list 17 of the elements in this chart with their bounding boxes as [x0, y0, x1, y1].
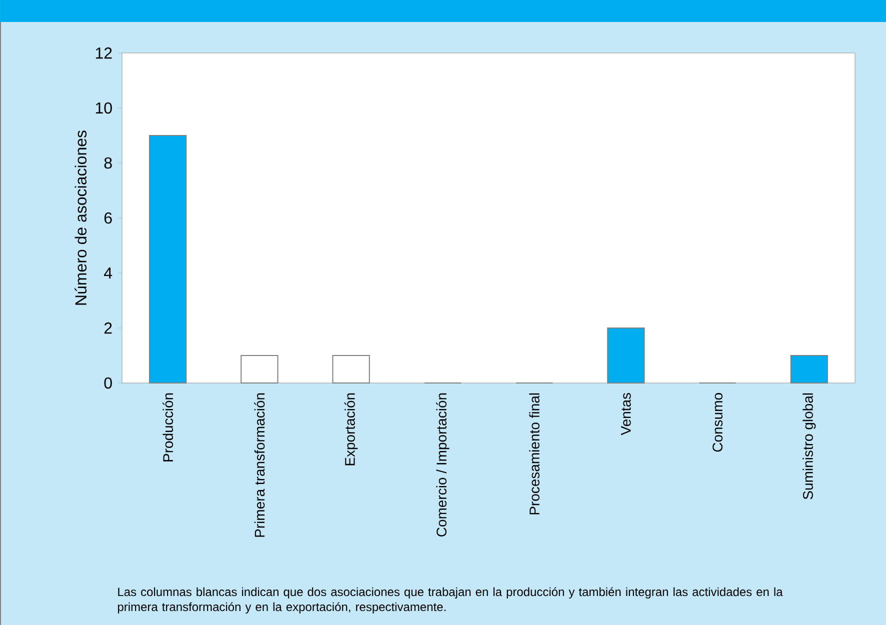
x-tick-label: Procesamiento final — [529, 393, 540, 514]
x-tick-label: Ventas — [621, 392, 631, 435]
y-tick-label: 6 — [104, 212, 112, 224]
y-tick-label: 4 — [104, 267, 112, 278]
text: Las columnas blancas indican que dos asociaciones que trabajan en la producción y también integran las actividades en la primera transformación y en la exportación, respectivamente. — [118, 586, 783, 614]
y-axis-title: Número de asociaciones — [74, 130, 87, 304]
x-tick-label: Primera transformación — [254, 393, 265, 537]
y-tick-label: 10 — [96, 102, 112, 114]
y-tick-label: 8 — [104, 157, 112, 168]
y-tick-label: 0 — [104, 377, 112, 388]
y-tick-label: 2 — [104, 322, 112, 334]
x-tick-label: Comercio / Importación — [436, 393, 450, 536]
x-tick-label: Consumo — [712, 392, 723, 452]
x-tick-label: Exportación — [344, 393, 358, 466]
x-tick-label: Producción — [162, 393, 174, 462]
y-tick-label: 12 — [96, 47, 112, 58]
x-tick-label: Suministro global — [802, 393, 816, 499]
